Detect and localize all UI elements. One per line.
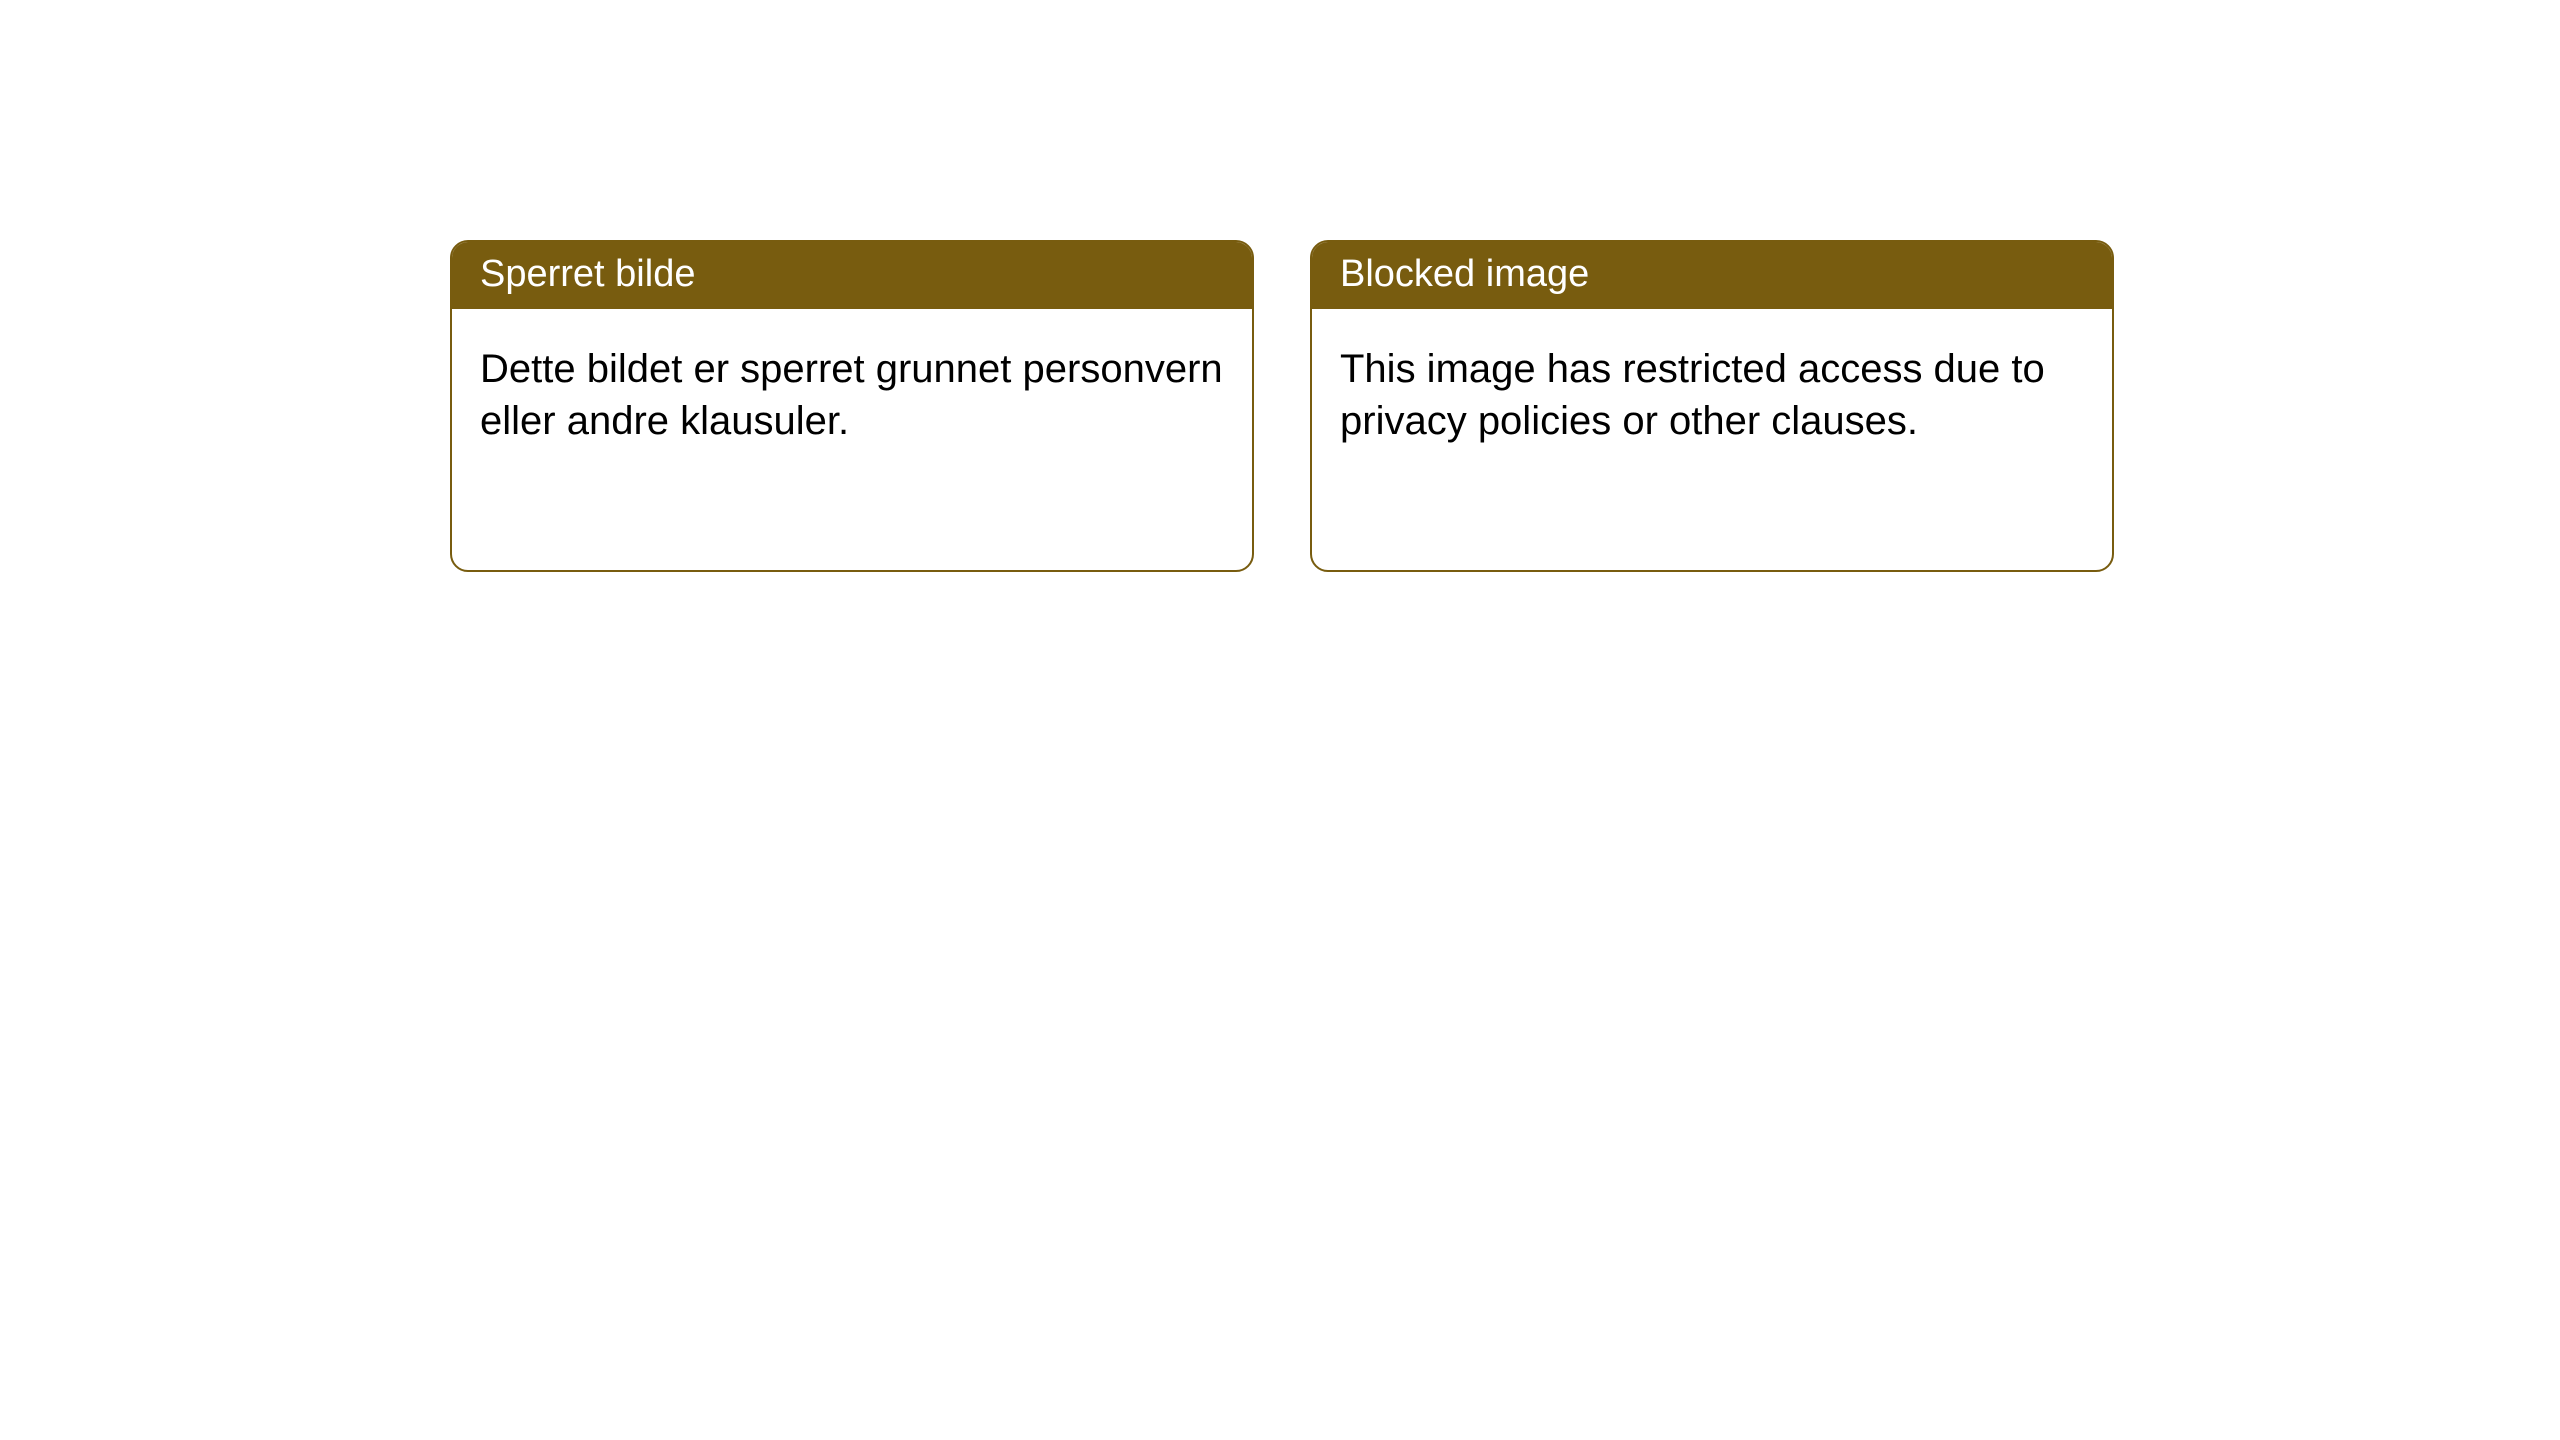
card-title: Sperret bilde [480, 253, 695, 295]
blocked-image-card-en: Blocked image This image has restricted … [1310, 240, 2114, 572]
blocked-image-card-no: Sperret bilde Dette bildet er sperret gr… [450, 240, 1254, 572]
card-body: This image has restricted access due to … [1312, 309, 2112, 481]
card-title: Blocked image [1340, 253, 1589, 295]
notice-cards-container: Sperret bilde Dette bildet er sperret gr… [0, 0, 2560, 572]
card-header: Sperret bilde [452, 242, 1252, 309]
card-body-text: This image has restricted access due to … [1340, 347, 2045, 443]
card-body-text: Dette bildet er sperret grunnet personve… [480, 347, 1223, 443]
card-header: Blocked image [1312, 242, 2112, 309]
card-body: Dette bildet er sperret grunnet personve… [452, 309, 1252, 481]
